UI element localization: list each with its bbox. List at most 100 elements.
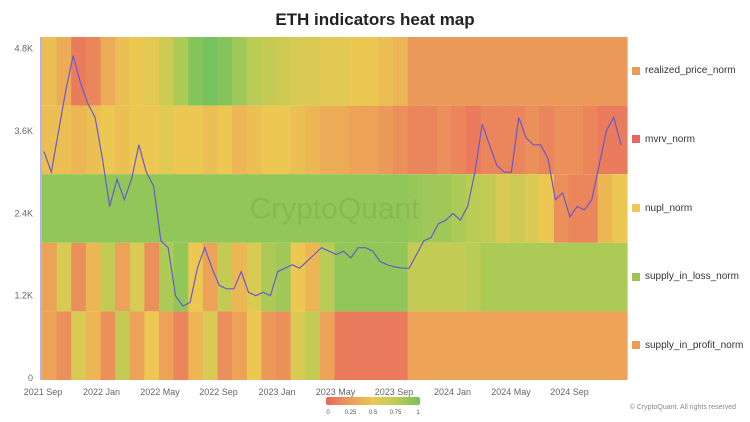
heat-cell: [583, 311, 599, 380]
heat-cell: [407, 242, 423, 312]
heat-cell: [42, 37, 58, 106]
legend-item-supply-in-profit-norm[interactable]: supply_in_profit_norm: [632, 340, 743, 351]
heat-cell: [71, 105, 87, 175]
heat-cell: [378, 311, 394, 380]
heat-cell: [71, 174, 87, 243]
y-tick-label: 2.4K: [14, 208, 33, 218]
legend-swatch: [632, 204, 640, 212]
heat-cell: [217, 174, 233, 243]
heat-cell: [115, 105, 131, 175]
heat-cell: [290, 105, 306, 175]
heat-cell: [71, 311, 87, 380]
heat-cell: [553, 37, 570, 106]
y-tick-label: 3.6K: [14, 126, 33, 136]
heat-cell: [568, 311, 584, 380]
heat-cell: [436, 105, 453, 175]
heat-cell: [407, 37, 423, 106]
x-tick-label: 2023 Sep: [375, 387, 414, 397]
legend-item-supply-in-loss-norm[interactable]: supply_in_loss_norm: [632, 271, 739, 282]
heat-cell: [524, 37, 540, 106]
heat-cell: [129, 242, 145, 312]
heat-cell: [363, 174, 379, 243]
heat-cell: [349, 174, 365, 243]
heat-cell: [276, 174, 292, 243]
heat-cell: [246, 242, 262, 312]
x-tick-label: 2022 Jan: [83, 387, 120, 397]
legend-item-nupl-norm[interactable]: nupl_norm: [632, 203, 692, 214]
heat-cell: [510, 311, 526, 380]
price-line: [43, 55, 622, 307]
heat-cell: [144, 311, 160, 380]
heat-cell: [290, 311, 306, 380]
heat-cell: [115, 242, 131, 312]
heat-cell: [612, 311, 628, 380]
heat-cell: [246, 105, 262, 175]
heat-cell: [480, 242, 496, 312]
heat-cell: [436, 37, 453, 106]
heat-cell: [188, 105, 204, 175]
heat-cell: [261, 311, 277, 380]
colorbar-tick-label: 0: [326, 410, 330, 416]
heat-cell: [466, 311, 482, 380]
heat-cell: [363, 311, 379, 380]
heat-cell: [524, 242, 540, 312]
heat-cell: [451, 311, 467, 380]
heat-cell: [188, 311, 204, 380]
legend-item-realized-price-norm[interactable]: realized_price_norm: [632, 65, 736, 76]
x-tick-label: 2024 Jan: [434, 387, 471, 397]
heat-cell: [597, 105, 613, 175]
heat-cell: [451, 37, 467, 106]
heat-cell: [407, 105, 423, 175]
heat-cell: [144, 242, 160, 312]
heat-cell: [349, 242, 365, 312]
heat-cell: [378, 242, 394, 312]
heat-cell: [378, 174, 394, 243]
heat-cell: [217, 242, 233, 312]
heat-cell: [393, 311, 409, 380]
heat-cell: [100, 311, 116, 380]
heat-cell: [159, 242, 175, 312]
heat-cell: [159, 311, 175, 380]
heat-cell: [290, 174, 306, 243]
heat-cell: [202, 174, 219, 243]
chart-title: ETH indicators heat map: [275, 10, 475, 29]
heat-cell: [319, 242, 336, 312]
heat-cell: [85, 242, 102, 312]
heat-cell: [246, 311, 262, 380]
heat-cell: [407, 174, 423, 243]
colorbar-tick-label: 0.5: [369, 410, 378, 416]
heat-cell: [597, 311, 613, 380]
legend-swatch: [632, 66, 640, 75]
heat-cell: [495, 311, 511, 380]
legend-label: supply_in_profit_norm: [645, 339, 744, 351]
x-tick-label: 2021 Sep: [24, 387, 63, 397]
heat-cell: [261, 37, 277, 106]
heat-cell: [597, 37, 613, 106]
heat-cell: [71, 242, 87, 312]
heat-cell: [568, 37, 584, 106]
heat-cell: [56, 174, 72, 243]
heat-cell: [539, 311, 555, 380]
legend-item-mvrv-norm[interactable]: mvrv_norm: [632, 134, 695, 145]
heat-cell: [539, 174, 555, 243]
heat-cell: [539, 242, 555, 312]
legend-label: mvrv_norm: [645, 133, 696, 145]
heat-cell: [363, 37, 379, 106]
heat-cell: [232, 105, 248, 175]
heat-cell: [393, 105, 409, 175]
heat-cell: [261, 174, 277, 243]
heat-cell: [100, 242, 116, 312]
heat-cell: [173, 311, 189, 380]
y-tick-label: 0: [28, 373, 33, 383]
heat-cell: [276, 311, 292, 380]
heat-cell: [173, 37, 189, 106]
legend-label: supply_in_loss_norm: [645, 271, 739, 283]
heat-cell: [115, 311, 131, 380]
x-tick-label: 2022 May: [140, 387, 180, 397]
heat-cell: [495, 105, 511, 175]
heat-cell: [232, 37, 248, 106]
heat-cell: [144, 174, 160, 243]
x-tick-label: 2024 Sep: [550, 387, 589, 397]
heat-cell: [232, 242, 248, 312]
heat-cell: [334, 37, 350, 106]
